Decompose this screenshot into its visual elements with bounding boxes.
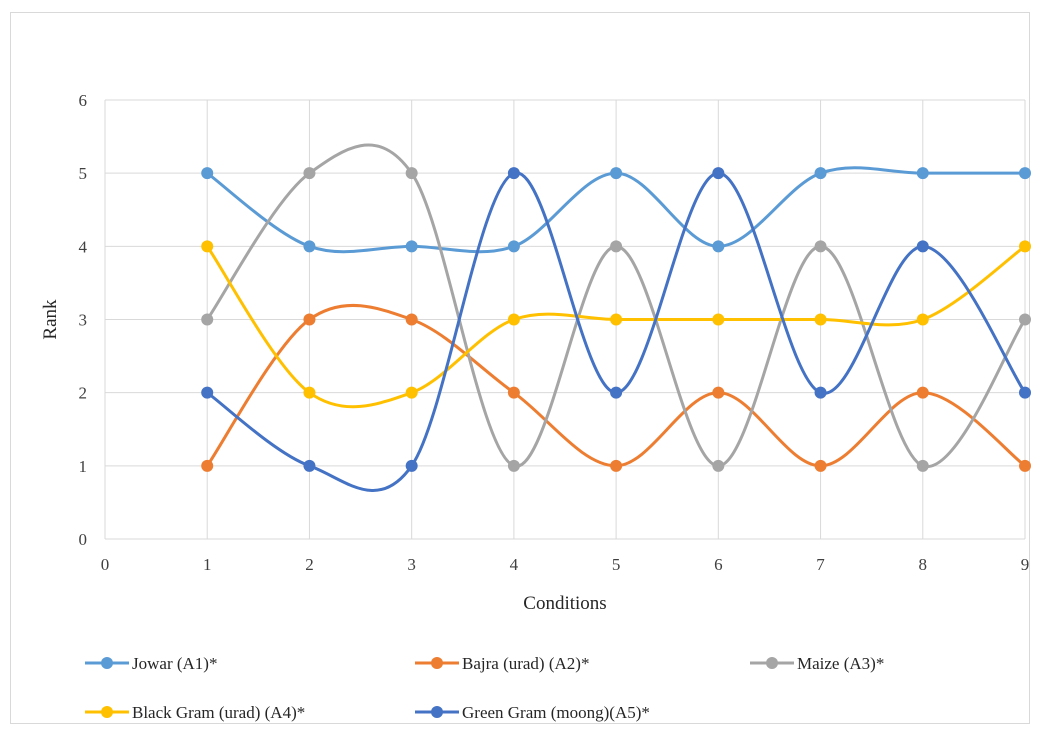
data-point-series-1: [712, 240, 725, 253]
legend-label: Green Gram (moong)(A5)*: [462, 703, 650, 722]
x-tick-label: 4: [510, 555, 519, 574]
data-point-series-2: [303, 313, 316, 326]
data-point-series-5: [405, 459, 418, 472]
data-point-series-1: [507, 240, 520, 253]
legend-swatch-marker: [101, 657, 113, 669]
data-point-series-1: [303, 240, 316, 253]
data-point-series-1: [610, 167, 623, 180]
data-point-series-2: [916, 386, 929, 399]
y-tick-label: 2: [79, 384, 88, 403]
data-point-series-4: [712, 313, 725, 326]
x-tick-label: 9: [1021, 555, 1030, 574]
data-point-series-3: [405, 167, 418, 180]
data-point-series-5: [1019, 386, 1031, 399]
data-point-series-3: [507, 459, 520, 472]
data-point-series-1: [201, 167, 214, 180]
data-point-series-4: [303, 386, 316, 399]
data-point-series-2: [814, 459, 827, 472]
data-point-series-4: [610, 313, 623, 326]
data-point-series-5: [712, 167, 725, 180]
x-tick-label: 3: [407, 555, 416, 574]
legend-swatch-marker: [101, 706, 113, 718]
data-point-series-3: [1019, 313, 1031, 326]
legend-label: Maize (A3)*: [797, 654, 884, 673]
data-point-series-5: [916, 240, 929, 253]
series-line-3: [205, 143, 1027, 468]
data-point-series-4: [201, 240, 214, 253]
data-point-series-1: [1019, 167, 1031, 180]
data-point-series-1: [916, 167, 929, 180]
y-tick-label: 6: [79, 91, 88, 110]
data-point-series-2: [507, 386, 520, 399]
data-point-series-1: [405, 240, 418, 253]
data-point-series-4: [814, 313, 827, 326]
data-point-series-3: [303, 167, 316, 180]
data-point-series-2: [405, 313, 418, 326]
data-point-series-5: [303, 459, 316, 472]
x-tick-label: 8: [919, 555, 928, 574]
legend-swatch-marker: [766, 657, 778, 669]
data-point-series-2: [1019, 459, 1031, 472]
legend-swatch-marker: [431, 706, 443, 718]
data-point-series-5: [814, 386, 827, 399]
x-tick-label: 6: [714, 555, 723, 574]
y-tick-label: 5: [79, 164, 88, 183]
x-tick-label: 7: [816, 555, 825, 574]
legend-label: Black Gram (urad) (A4)*: [132, 703, 305, 722]
data-point-series-5: [201, 386, 214, 399]
data-point-series-3: [712, 459, 725, 472]
y-tick-label: 1: [79, 457, 88, 476]
data-point-series-4: [405, 386, 418, 399]
data-point-series-2: [712, 386, 725, 399]
data-point-series-3: [916, 459, 929, 472]
legend-swatch-marker: [431, 657, 443, 669]
data-point-series-2: [610, 459, 623, 472]
x-tick-label: 1: [203, 555, 212, 574]
y-tick-label: 4: [79, 237, 88, 256]
legend-label: Bajra (urad) (A2)*: [462, 654, 589, 673]
data-point-series-3: [610, 240, 623, 253]
data-point-series-5: [507, 167, 520, 180]
data-point-series-4: [1019, 240, 1031, 253]
data-point-series-4: [507, 313, 520, 326]
x-axis-title: Conditions: [523, 593, 606, 614]
y-tick-label: 0: [79, 530, 88, 549]
x-tick-label: 0: [101, 555, 110, 574]
y-axis-title: Rank: [40, 299, 61, 340]
data-point-series-3: [814, 240, 827, 253]
data-point-series-3: [201, 313, 214, 326]
series-line-5: [205, 171, 1027, 492]
data-point-series-4: [916, 313, 929, 326]
data-point-series-1: [814, 167, 827, 180]
legend-label: Jowar (A1)*: [132, 654, 217, 673]
data-point-series-2: [201, 459, 214, 472]
x-tick-label: 2: [305, 555, 314, 574]
chart-frame: [10, 12, 1030, 724]
x-tick-label: 5: [612, 555, 621, 574]
y-tick-label: 3: [79, 311, 88, 330]
data-point-series-5: [610, 386, 623, 399]
